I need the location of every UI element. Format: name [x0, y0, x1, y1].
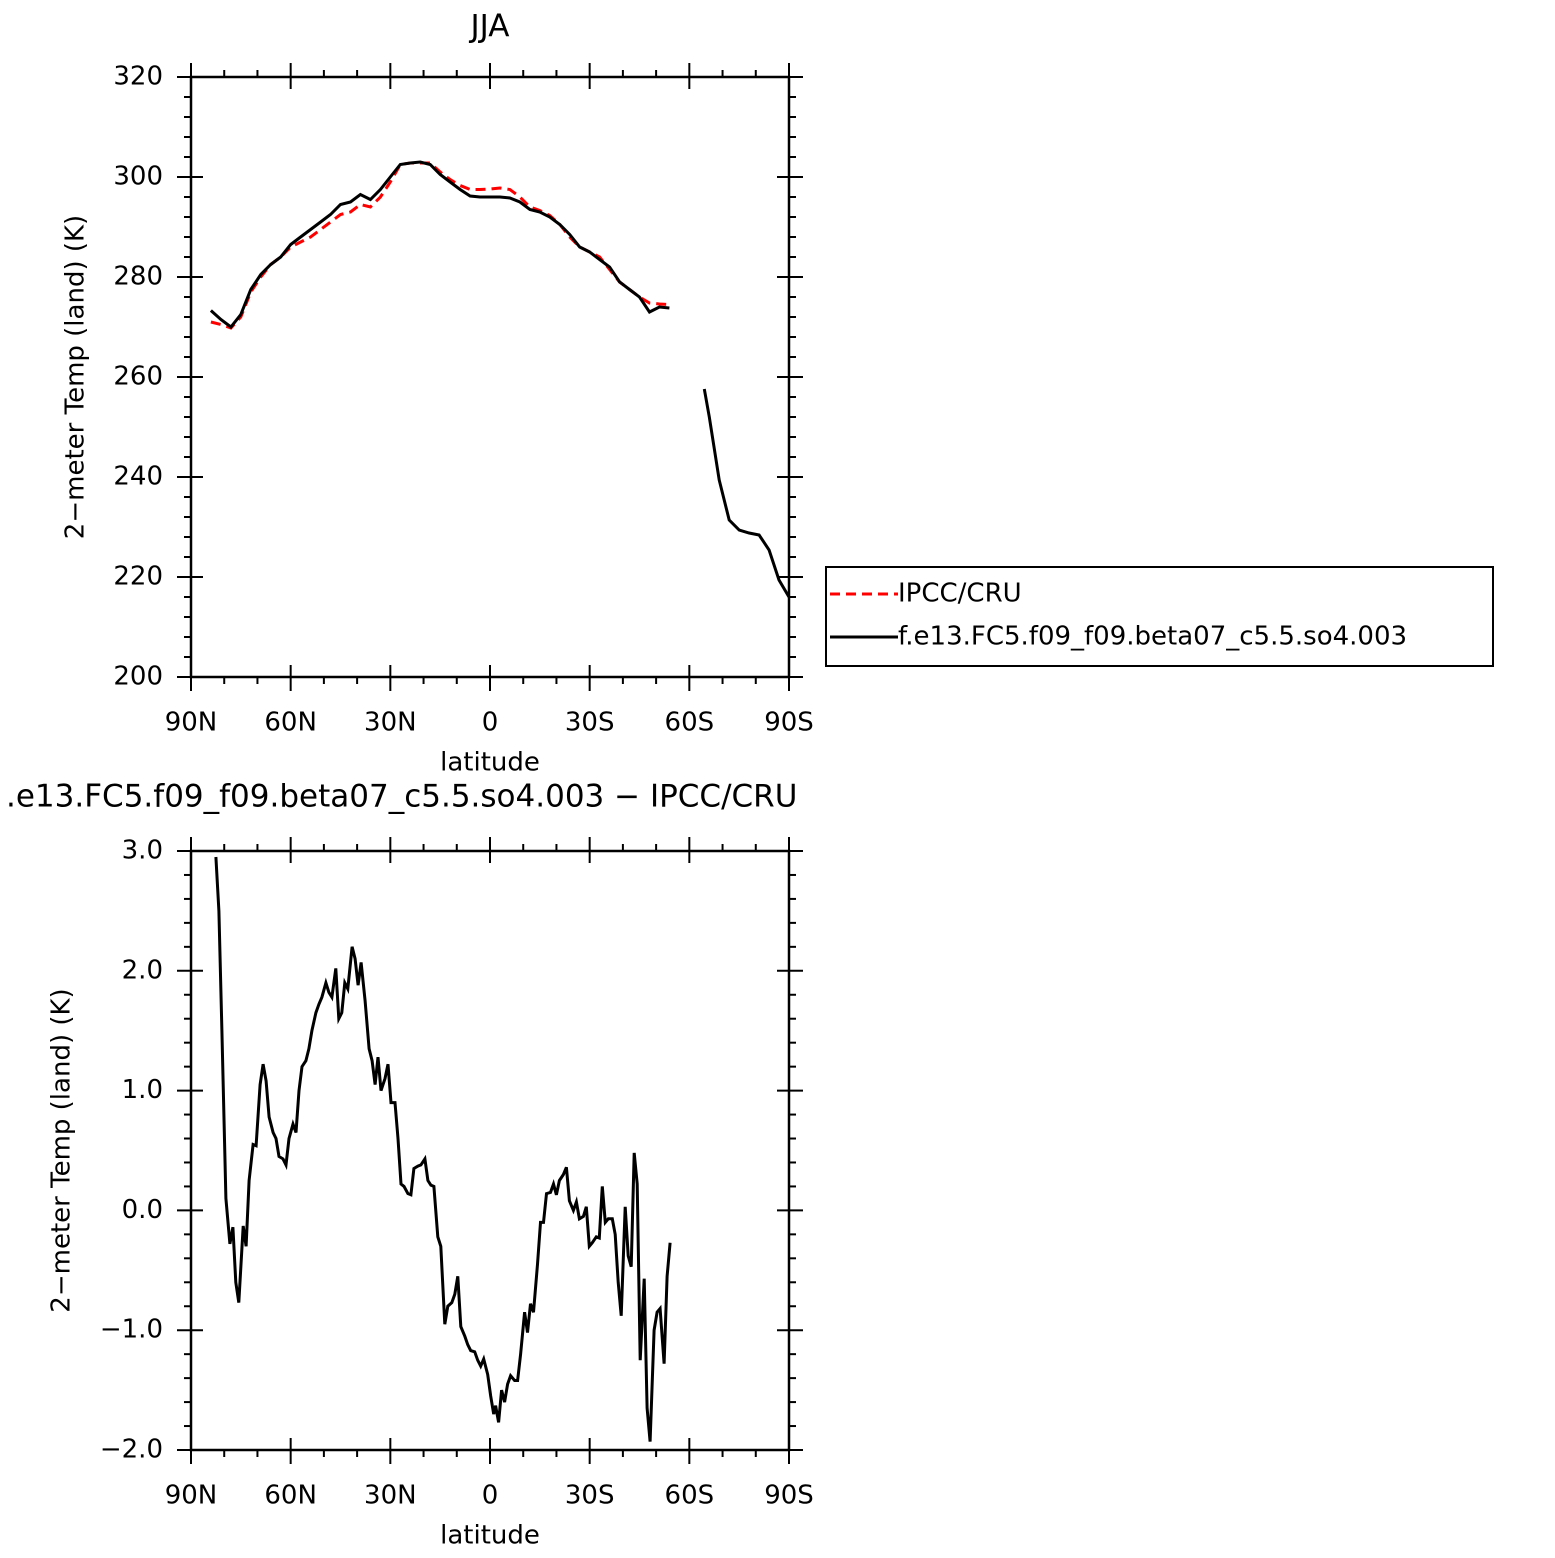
- x-tick-label: 30N: [364, 1481, 417, 1511]
- legend-box: [825, 566, 1494, 667]
- x-axis-label: latitude: [440, 1521, 540, 1551]
- legend-label: IPCC/CRU: [898, 579, 1022, 609]
- plot-frame: [189, 75, 791, 679]
- y-tick-label: 2.0: [122, 955, 163, 985]
- chart-title: JJA: [469, 9, 510, 45]
- y-tick-label: 0.0: [122, 1195, 163, 1225]
- x-tick-label: 30S: [565, 708, 615, 738]
- x-tick-label: 0: [482, 708, 499, 738]
- x-tick-label: 90N: [165, 708, 218, 738]
- y-axis-label: 2−meter Temp (land) (K): [61, 215, 91, 539]
- data-line: [210, 161, 670, 330]
- x-tick-label: 60N: [264, 708, 317, 738]
- y-tick-label: 280: [113, 262, 163, 292]
- y-tick-label: −1.0: [100, 1315, 163, 1345]
- x-tick-label: 30S: [565, 1481, 615, 1511]
- data-line: [209, 160, 670, 330]
- y-tick-label: 220: [113, 562, 163, 592]
- x-tick-label: 90N: [165, 1481, 218, 1511]
- x-tick-label: 30N: [364, 708, 417, 738]
- y-tick-label: 3.0: [122, 836, 163, 866]
- y-tick-label: −2.0: [100, 1435, 163, 1465]
- y-tick-label: 200: [113, 662, 163, 692]
- legend-label: f.e13.FC5.f09_f09.beta07_c5.5.so4.003: [898, 622, 1407, 652]
- x-tick-label: 90S: [764, 708, 814, 738]
- x-tick-label: 60S: [665, 708, 715, 738]
- x-tick-label: 90S: [764, 1481, 814, 1511]
- x-tick-label: 60N: [264, 1481, 317, 1511]
- data-line: [702, 388, 791, 598]
- y-tick-label: 260: [113, 362, 163, 392]
- x-axis-label: latitude: [440, 748, 540, 778]
- data-line: [214, 856, 672, 1442]
- plot-frame: [189, 849, 791, 1452]
- chart-title: .e13.FC5.f09_f09.beta07_c5.5.so4.003 − I…: [6, 779, 797, 815]
- y-tick-label: 300: [113, 162, 163, 192]
- y-tick-label: 240: [113, 462, 163, 492]
- y-axis-label: 2−meter Temp (land) (K): [47, 988, 77, 1312]
- x-tick-label: 60S: [665, 1481, 715, 1511]
- y-tick-label: 320: [113, 62, 163, 92]
- y-tick-label: 1.0: [122, 1075, 163, 1105]
- x-tick-label: 0: [482, 1481, 499, 1511]
